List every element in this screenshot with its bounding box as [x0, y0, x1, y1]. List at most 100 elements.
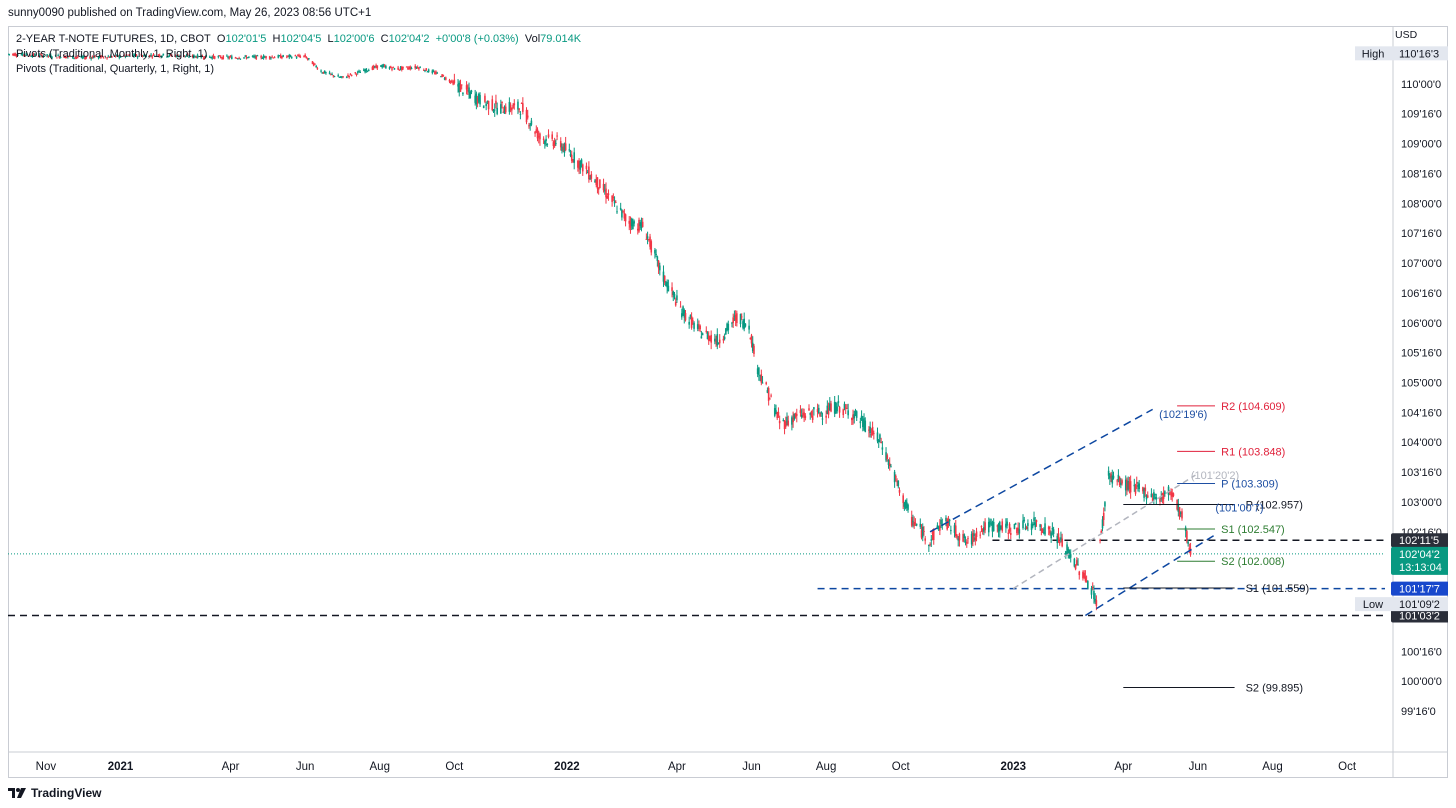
- y-tick-label: 105'16'0: [1401, 348, 1442, 360]
- candle-body: [12, 53, 14, 55]
- candle-body: [151, 56, 154, 58]
- time-axis[interactable]: Nov 2021 Apr Jun Aug Oct 2022 Apr Jun Aug Oct 2023 A…: [36, 761, 1357, 773]
- candle-body: [289, 55, 292, 57]
- candle-body: [997, 524, 1000, 532]
- x-tick-label: Oct: [445, 761, 464, 773]
- candle-body: [67, 55, 69, 57]
- candle-body: [987, 521, 990, 533]
- tradingview-brand[interactable]: TradingView: [31, 786, 102, 800]
- candle-body: [998, 521, 1001, 532]
- channel-label: (101'20'2): [1191, 470, 1239, 482]
- candle-body: [330, 73, 332, 75]
- candle-body: [157, 54, 160, 56]
- candle-body: [272, 57, 275, 59]
- y-tick-label: 106'00'0: [1401, 318, 1442, 330]
- candle-body: [150, 54, 152, 56]
- candle-body: [152, 54, 155, 56]
- tradingview-logo-icon[interactable]: [8, 787, 26, 799]
- candle-body: [64, 56, 67, 59]
- candle-body: [733, 315, 736, 317]
- candle-body: [921, 526, 924, 538]
- candle-body: [1118, 477, 1121, 486]
- candle-body: [58, 56, 61, 58]
- candle-body: [859, 421, 862, 424]
- candle-body: [513, 103, 516, 106]
- candle-body: [753, 345, 755, 354]
- candle-body: [415, 67, 418, 69]
- candlestick-chart[interactable]: R2 (104.609) R1 (103.848) P (103.309) S1 (1…: [8, 26, 1448, 778]
- candle-body: [860, 415, 863, 420]
- legend-low-label: L: [327, 33, 334, 45]
- candle-body: [435, 71, 437, 74]
- candle-body: [967, 537, 969, 539]
- candle-body: [114, 55, 117, 57]
- candle-body: [606, 195, 609, 199]
- candle-body: [107, 56, 110, 58]
- last-price-tag-bg: [1391, 546, 1448, 575]
- candle-body: [1017, 527, 1019, 531]
- candle-body: [923, 530, 925, 532]
- candle-body: [409, 66, 412, 70]
- candle-body: [308, 58, 310, 60]
- candle-body: [1116, 480, 1118, 482]
- candle-body: [551, 134, 553, 139]
- candle-body: [972, 532, 974, 543]
- candle-body: [846, 408, 848, 410]
- candle-body: [656, 256, 659, 261]
- legend-symbol[interactable]: 2-YEAR T-NOTE FUTURES, 1D, CBOT: [16, 33, 211, 45]
- price-axis[interactable]: 110'00'0 109'16'0 109'00'0 108'16'0 108'00'0…: [1355, 46, 1448, 718]
- legend-pivot-monthly[interactable]: Pivots (Traditional, Monthly, 1, Right, …: [16, 48, 208, 60]
- legend-pivot-quarterly[interactable]: Pivots (Traditional, Quarterly, 1, Right…: [16, 63, 215, 75]
- candle-body: [1066, 544, 1068, 551]
- candle-body: [674, 302, 677, 306]
- candle-body: [577, 160, 579, 168]
- candle-body: [1142, 487, 1144, 492]
- candle-body: [51, 57, 53, 59]
- candle-body: [1090, 588, 1093, 595]
- candle-body: [662, 271, 665, 282]
- candle-body: [1133, 484, 1136, 487]
- candle-body: [553, 140, 556, 147]
- candle-body: [544, 140, 546, 145]
- candle-body: [381, 65, 384, 68]
- candle-body: [134, 54, 136, 57]
- candle-body: [920, 530, 923, 538]
- candle-body: [929, 544, 931, 546]
- candle-body: [201, 56, 204, 58]
- candle-body: [279, 55, 282, 59]
- candle-body: [555, 143, 557, 145]
- candle-body: [1179, 512, 1182, 515]
- candle-body: [731, 322, 733, 324]
- candle-body: [25, 53, 28, 56]
- candle-body: [782, 419, 785, 421]
- candle-body: [243, 57, 245, 59]
- candle-body: [54, 54, 57, 56]
- candle-body: [766, 390, 769, 393]
- candle-body: [13, 53, 15, 56]
- candle-body: [1137, 485, 1139, 487]
- candle-body: [487, 100, 490, 110]
- candle-body: [957, 538, 960, 541]
- candle-body: [639, 222, 642, 227]
- y-tick-label: 107'00'0: [1401, 258, 1442, 270]
- candle-body: [888, 463, 891, 466]
- candle-body: [619, 207, 622, 210]
- candle-body: [887, 460, 890, 465]
- candle-body: [402, 66, 404, 69]
- candle-body: [297, 55, 299, 57]
- candle-body: [237, 58, 239, 60]
- candle-body: [445, 77, 447, 80]
- candle-body: [645, 238, 648, 240]
- candle-body: [389, 66, 392, 68]
- candle-body: [776, 411, 779, 419]
- candle-body: [383, 65, 386, 67]
- candle-body: [980, 526, 983, 528]
- legend-close-label: C: [380, 33, 389, 45]
- candle-body: [777, 411, 780, 416]
- candle-body: [448, 80, 451, 82]
- candle-body: [261, 58, 264, 60]
- candle-body: [1039, 524, 1041, 528]
- candle-body: [1035, 520, 1038, 523]
- candle-body: [979, 534, 982, 536]
- candle-body: [671, 287, 673, 291]
